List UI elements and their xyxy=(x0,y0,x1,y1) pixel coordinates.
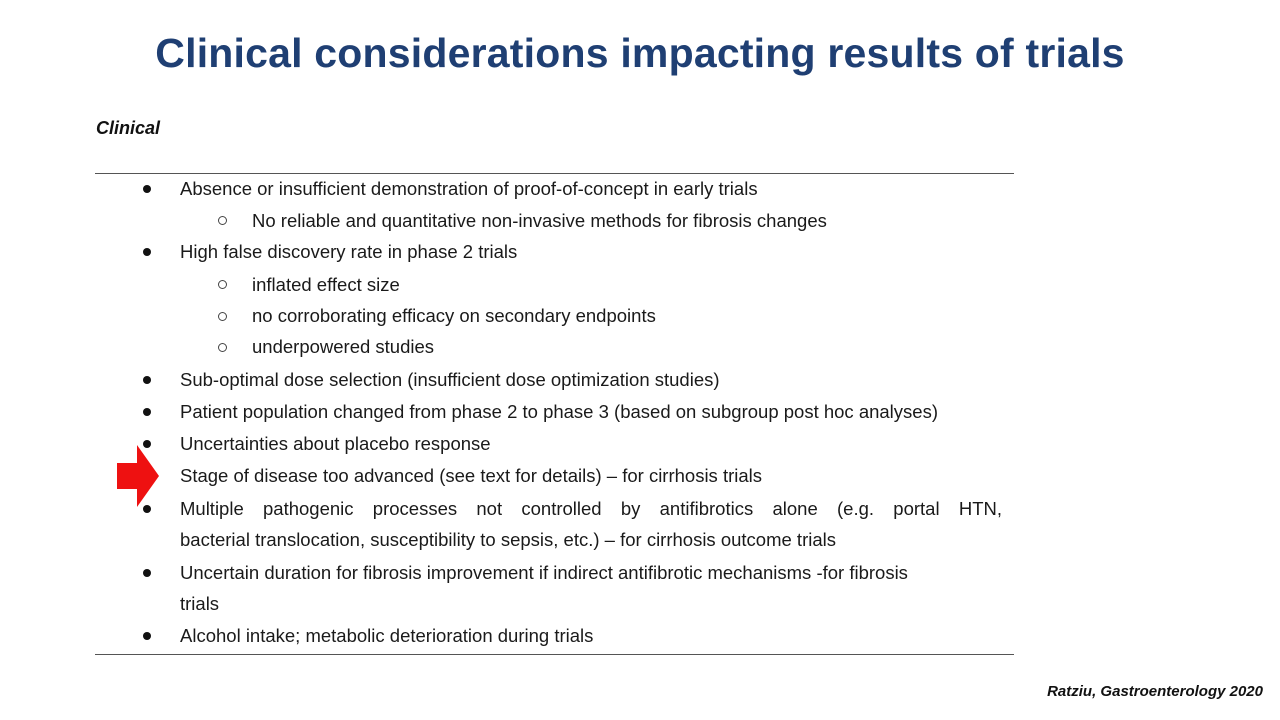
bullet-icon xyxy=(143,185,151,193)
sub-item-effect-size: inflated effect size xyxy=(252,274,400,295)
sub-item-underpowered: underpowered studies xyxy=(252,336,435,357)
list-item-false-discovery: High false discovery rate in phase 2 tri… xyxy=(180,241,518,262)
list-item-pathogenic-processes-line2: bacterial translocation, susceptibility … xyxy=(180,529,836,550)
bullet-icon xyxy=(143,408,151,416)
list-item-pathogenic-processes-line1: Multiple pathogenic processes not contro… xyxy=(180,498,1002,519)
list-item-duration-line1: Uncertain duration for fibrosis improvem… xyxy=(180,562,908,583)
sub-bullet-icon xyxy=(218,216,227,225)
list-item-patient-population: Patient population changed from phase 2 … xyxy=(180,401,938,422)
sub-bullet-icon xyxy=(218,312,227,321)
list-item-duration-line2: trials xyxy=(180,593,220,614)
list-item-dose-selection: Sub-optimal dose selection (insufficient… xyxy=(180,369,720,390)
bullet-icon xyxy=(143,440,151,448)
bullet-icon xyxy=(143,632,151,640)
list-item-placebo-response: Uncertainties about placebo response xyxy=(180,433,491,454)
slide-title: Clinical considerations impacting result… xyxy=(155,30,1125,76)
bullet-icon xyxy=(143,376,151,384)
sub-item-non-invasive-methods: No reliable and quantitative non-invasiv… xyxy=(252,210,827,231)
list-item-disease-stage: Stage of disease too advanced (see text … xyxy=(180,465,763,486)
bullet-icon xyxy=(143,505,151,513)
sub-bullet-icon xyxy=(218,280,227,289)
list-item-proof-of-concept: Absence or insufficient demonstration of… xyxy=(180,178,758,199)
section-label: Clinical xyxy=(96,118,161,138)
table-bottom-rule xyxy=(95,654,1014,655)
citation: Ratziu, Gastroenterology 2020 xyxy=(1047,683,1263,700)
sub-item-secondary-endpoints: no corroborating efficacy on secondary e… xyxy=(252,305,656,326)
bullet-icon xyxy=(143,248,151,256)
table-top-rule xyxy=(95,173,1014,174)
red-arrow-icon xyxy=(117,445,159,507)
sub-bullet-icon xyxy=(218,343,227,352)
list-item-alcohol-intake: Alcohol intake; metabolic deterioration … xyxy=(180,625,594,646)
bullet-icon xyxy=(143,569,151,577)
